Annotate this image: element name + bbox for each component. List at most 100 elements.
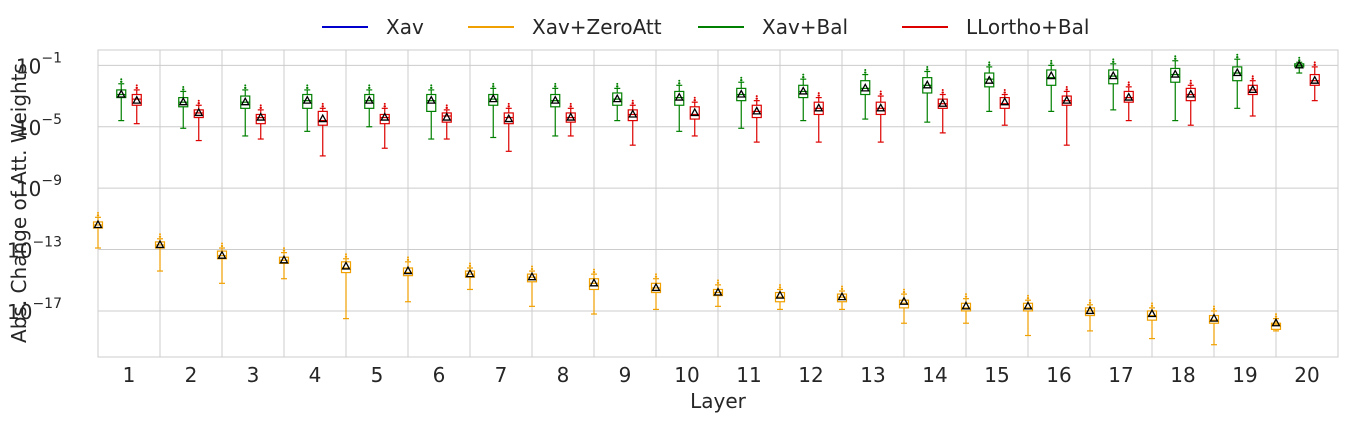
x-tick-label: 13 — [860, 363, 885, 387]
outlier-point — [1151, 302, 1153, 305]
outlier-point — [1298, 59, 1301, 62]
outlier-point — [1313, 61, 1316, 64]
outlier-point — [197, 99, 200, 102]
mean-marker — [1209, 313, 1219, 322]
x-tick-label: 9 — [619, 363, 632, 387]
y-tick-label: 10−9 — [16, 173, 62, 201]
mean-marker — [217, 250, 227, 259]
box-layer-20 — [1270, 313, 1282, 332]
outlier-point — [616, 82, 619, 85]
outlier-point — [507, 102, 510, 105]
box-layer-7 — [503, 102, 514, 152]
outlier-point — [1050, 62, 1053, 65]
mean-marker — [527, 271, 537, 281]
outlier-point — [220, 244, 224, 248]
outlier-point — [802, 73, 805, 76]
box-layer-18 — [1170, 55, 1181, 122]
mean-marker — [589, 277, 599, 287]
outlier-point — [817, 94, 820, 97]
outlier-point — [841, 285, 843, 288]
mean-marker — [628, 109, 638, 118]
outlier-point — [717, 279, 719, 282]
outlier-point — [678, 79, 681, 82]
box-layer-1 — [92, 211, 104, 249]
box-layer-9 — [612, 82, 623, 122]
mean-marker — [240, 96, 250, 106]
outlier-point — [1112, 60, 1115, 64]
box-layer-6 — [426, 84, 437, 140]
outlier-point — [96, 214, 100, 217]
box-layer-2 — [154, 233, 166, 272]
box-layer-3 — [216, 242, 228, 284]
outlier-point — [221, 242, 223, 245]
outlier-point — [926, 65, 929, 68]
box-layer-18 — [1146, 302, 1158, 340]
outlier-point — [965, 293, 967, 296]
mean-marker — [442, 112, 452, 121]
outlier-point — [616, 85, 619, 88]
outlier-point — [135, 86, 138, 90]
box-layer-4 — [317, 102, 328, 157]
box-layer-13 — [860, 69, 871, 120]
outlier-point — [407, 256, 409, 259]
box — [302, 93, 313, 109]
box-layer-13 — [875, 90, 886, 143]
outlier-point — [569, 102, 572, 105]
x-tick-label: 12 — [798, 363, 823, 387]
box-layer-5 — [340, 253, 352, 320]
x-tick-label: 2 — [185, 363, 198, 387]
outlier-point — [1003, 89, 1006, 92]
box-layer-16 — [1061, 85, 1072, 146]
outlier-point — [321, 105, 324, 108]
mean-marker — [279, 254, 289, 264]
mean-marker — [341, 261, 351, 270]
legend-label: LLortho+Bal — [966, 15, 1089, 39]
box — [503, 112, 514, 125]
mean-marker — [318, 113, 328, 123]
mean-marker — [116, 89, 126, 98]
mean-marker — [488, 93, 498, 103]
mean-marker — [403, 265, 413, 275]
outlier-point — [902, 290, 906, 294]
outlier-point — [1089, 299, 1091, 302]
outlier-point — [282, 249, 286, 252]
mean-marker — [1170, 69, 1180, 78]
outlier-point — [344, 255, 348, 258]
box-layer-11 — [712, 279, 724, 307]
mean-marker — [302, 95, 312, 104]
box-layer-17 — [1084, 299, 1096, 332]
x-tick-label: 4 — [309, 363, 322, 387]
box — [364, 93, 375, 109]
outlier-point — [492, 85, 495, 88]
outlier-point — [283, 247, 285, 250]
x-tick-label: 15 — [984, 363, 1009, 387]
x-tick-label: 6 — [433, 363, 446, 387]
series-xav-zeroatt — [92, 211, 1282, 346]
outlier-point — [1313, 63, 1316, 67]
outlier-point — [135, 84, 138, 87]
outlier-point — [182, 88, 185, 91]
outlier-point — [1298, 56, 1301, 59]
mean-marker — [798, 86, 808, 95]
box-layer-19 — [1208, 305, 1220, 346]
box-layer-14 — [922, 65, 933, 123]
mean-marker — [814, 102, 824, 112]
series-layer — [92, 53, 1320, 346]
box-layer-5 — [379, 102, 390, 149]
outlier-point — [554, 85, 557, 88]
mean-marker — [364, 95, 374, 104]
outlier-point — [1127, 81, 1130, 84]
box — [1108, 69, 1119, 85]
mean-marker — [93, 219, 103, 229]
mean-marker — [899, 296, 909, 305]
box — [674, 90, 685, 106]
mean-marker — [132, 95, 142, 104]
outlier-point — [507, 105, 510, 108]
mean-marker — [938, 98, 948, 107]
box — [131, 93, 142, 106]
outlier-point — [406, 258, 410, 262]
box-layer-19 — [1232, 53, 1243, 109]
box-layer-13 — [836, 285, 848, 311]
outlier-point — [1174, 55, 1177, 58]
